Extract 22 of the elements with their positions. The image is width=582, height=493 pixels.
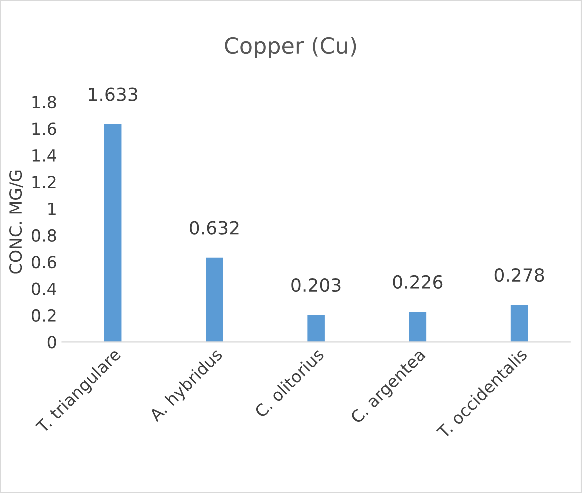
- chart-title: Copper (Cu): [225, 37, 356, 58]
- data-label: 0.278: [494, 268, 544, 282]
- y-tick-label: 1: [48, 202, 56, 216]
- data-label: 0.632: [190, 221, 239, 235]
- y-tick-label: 0.4: [32, 282, 56, 296]
- y-tick-label: 1.4: [32, 150, 56, 162]
- bar: [308, 315, 325, 342]
- bar: [510, 305, 528, 342]
- data-label: 1.633: [89, 88, 138, 102]
- bar: [206, 258, 224, 342]
- y-tick-label: 0: [48, 336, 56, 349]
- bar: [409, 312, 427, 342]
- y-tick-label: 1.2: [32, 176, 56, 188]
- y-tick-label: 1.6: [32, 122, 56, 136]
- y-tick-label: 0.6: [32, 256, 56, 269]
- y-tick-label: 0.8: [32, 229, 56, 242]
- data-label: 0.203: [292, 278, 341, 292]
- y-tick-label: 0.2: [32, 309, 56, 322]
- y-axis-title: CONC. MG/G: [10, 170, 24, 274]
- y-tick-label: 1.8: [32, 96, 56, 109]
- bar: [104, 124, 122, 342]
- data-label: 0.226: [393, 275, 443, 290]
